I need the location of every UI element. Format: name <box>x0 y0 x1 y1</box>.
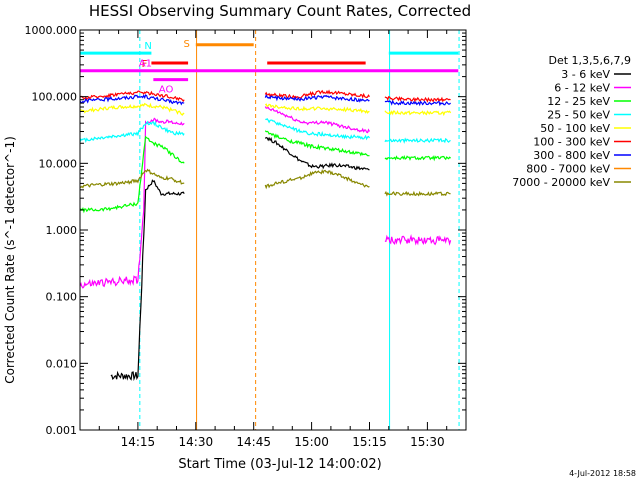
series-line-1-2 <box>384 234 452 246</box>
series-line-3-2 <box>384 137 451 144</box>
y-tick-label: 1000.000 <box>25 24 78 37</box>
flag-label-7: AO <box>159 85 174 96</box>
series-line-2-2 <box>384 154 451 162</box>
timestamp: 4-Jul-2012 18:58 <box>569 469 636 478</box>
series-line-3-0 <box>79 120 185 144</box>
x-tick-label: 14:45 <box>236 435 271 449</box>
legend-label: 800 - 7000 keV <box>526 163 610 176</box>
legend-label: 50 - 100 keV <box>540 122 610 135</box>
flag-label-1: N <box>144 41 151 52</box>
legend-label: 6 - 12 keV <box>554 82 610 95</box>
y-tick-label: 1.000 <box>46 224 78 237</box>
x-tick-label: 14:15 <box>121 435 156 449</box>
series-line-4-2 <box>384 110 452 117</box>
plot-data-layer: N S FA1 AO <box>79 30 460 430</box>
y-tick-label: 0.010 <box>46 357 78 370</box>
legend-label: 300 - 800 keV <box>533 149 610 162</box>
x-tick-label: 15:00 <box>294 435 329 449</box>
series-line-8-0 <box>79 168 185 189</box>
series-line-1-0 <box>79 117 185 289</box>
legend-title: Det 1,3,5,6,7,9 <box>548 54 631 67</box>
series-line-0-0 <box>110 179 185 382</box>
series-line-5-1 <box>264 89 370 100</box>
legend-label: 100 - 300 keV <box>533 136 610 149</box>
x-tick-label: 15:15 <box>352 435 387 449</box>
legend-label: 3 - 6 keV <box>561 68 610 81</box>
series-line-2-1 <box>264 130 370 157</box>
y-tick-label: 0.100 <box>46 291 78 304</box>
legend-label: 25 - 50 keV <box>547 109 610 122</box>
series-line-6-2 <box>384 99 452 107</box>
series-line-6-0 <box>79 94 185 106</box>
series-line-3-1 <box>265 117 370 141</box>
x-tick-label: 14:30 <box>179 435 214 449</box>
flag-label-3: F <box>142 59 148 70</box>
series-line-5-2 <box>384 95 451 103</box>
series-line-1-1 <box>264 106 371 134</box>
series-line-6-1 <box>264 94 370 103</box>
legend-label: 12 - 25 keV <box>547 95 610 108</box>
y-tick-label: 10.000 <box>39 157 78 170</box>
flag-label-6: A1 <box>139 59 152 70</box>
series-line-8-2 <box>384 190 451 197</box>
series-line-4-1 <box>264 103 370 114</box>
axis-ticks: 1000.000 100.000 10.000 1.000 0.100 0.010 0.00… <box>25 24 467 449</box>
x-tick-label: 15:30 <box>410 435 445 449</box>
series-line-8-1 <box>264 168 370 190</box>
flag-label-2: S <box>183 39 189 50</box>
series-line-2-0 <box>79 135 185 214</box>
chart-title: HESSI Observing Summary Count Rates, Cor… <box>89 2 471 20</box>
series-line-0-1 <box>264 136 370 171</box>
series-line-4-0 <box>79 102 185 116</box>
x-axis-label: Start Time (03-Jul-12 14:00:02) <box>178 457 381 472</box>
legend-label: 7000 - 20000 keV <box>512 176 610 189</box>
y-tick-label: 100.000 <box>32 91 78 104</box>
y-axis-label: Corrected Count Rate (s^-1 detector^-1) <box>3 136 17 384</box>
y-tick-label: 0.001 <box>46 424 78 437</box>
